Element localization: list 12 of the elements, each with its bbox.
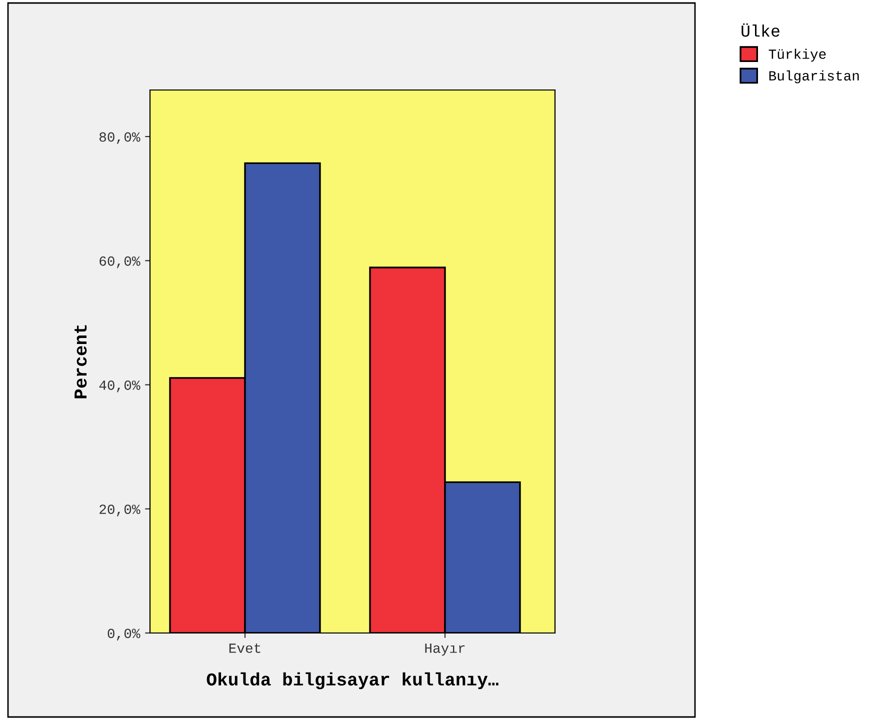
y-tick-label: 0,0% xyxy=(108,628,140,640)
y-axis-title: Percent xyxy=(74,325,87,398)
x-tick-label: Hayır xyxy=(425,644,465,656)
y-tick-label: 60,0% xyxy=(100,256,140,268)
y-tick-label: 20,0% xyxy=(100,504,140,516)
legend-label: Türkiye xyxy=(768,48,826,62)
y-tick-label: 40,0% xyxy=(99,380,140,392)
x-tick-label: Evet xyxy=(229,644,260,653)
legend-title: Ülke xyxy=(742,23,780,37)
legend-label: Bulgaristan xyxy=(769,70,859,84)
x-axis-title: Okulda bilgisayar kullanıy… xyxy=(206,672,498,690)
y-tick-label: 80,0% xyxy=(100,132,140,144)
